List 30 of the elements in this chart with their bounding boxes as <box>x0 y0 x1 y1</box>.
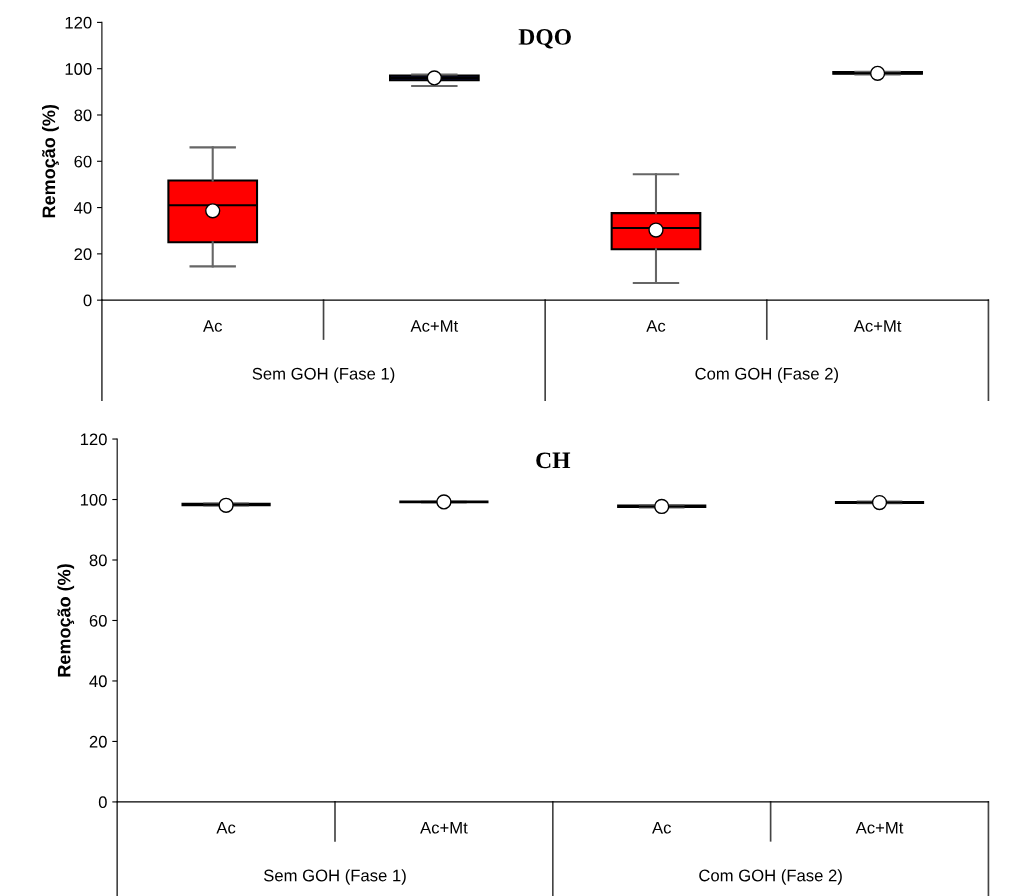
y-tick-label: 40 <box>74 201 92 214</box>
x-tick-label: Ac <box>652 821 671 834</box>
y-tick-label: 20 <box>89 735 107 748</box>
chart-title: DQO <box>518 28 571 49</box>
x-tick-label: Ac+Mt <box>410 320 459 332</box>
y-tick-label: 100 <box>80 493 107 506</box>
y-tick-label: 60 <box>89 614 107 627</box>
text: Com GOH (Fase 2) <box>699 869 842 885</box>
x-tick-label: Ac+Mt <box>855 821 904 834</box>
x-tick-label: Ac <box>216 821 236 834</box>
text: Sem GOH (Fase 1) <box>263 869 406 885</box>
text: Sem GOH (Fase 1) <box>252 367 395 383</box>
x-tick-label: Ac <box>646 320 666 332</box>
y-axis-title: Remoção (%) <box>57 564 75 677</box>
y-tick-label: 20 <box>74 248 92 261</box>
y-axis-title: Remoção (%) <box>41 104 59 218</box>
y-tick-label: 120 <box>80 433 107 446</box>
y-tick-label: 0 <box>98 796 107 809</box>
y-tick-label: 40 <box>89 675 107 688</box>
chart-title: CH <box>536 452 571 469</box>
x-tick-label: Ac+Mt <box>420 821 468 834</box>
y-tick-label: 80 <box>74 109 92 122</box>
y-tick-label: 120 <box>65 16 92 29</box>
y-tick-label: 80 <box>89 554 107 567</box>
y-tick-label: 100 <box>65 63 92 75</box>
text: Com GOH (Fase 2) <box>695 367 838 383</box>
y-tick-label: 0 <box>83 294 92 307</box>
y-tick-label: 60 <box>74 155 92 168</box>
x-tick-label: Ac+Mt <box>853 320 902 332</box>
x-tick-label: Ac <box>203 320 222 332</box>
